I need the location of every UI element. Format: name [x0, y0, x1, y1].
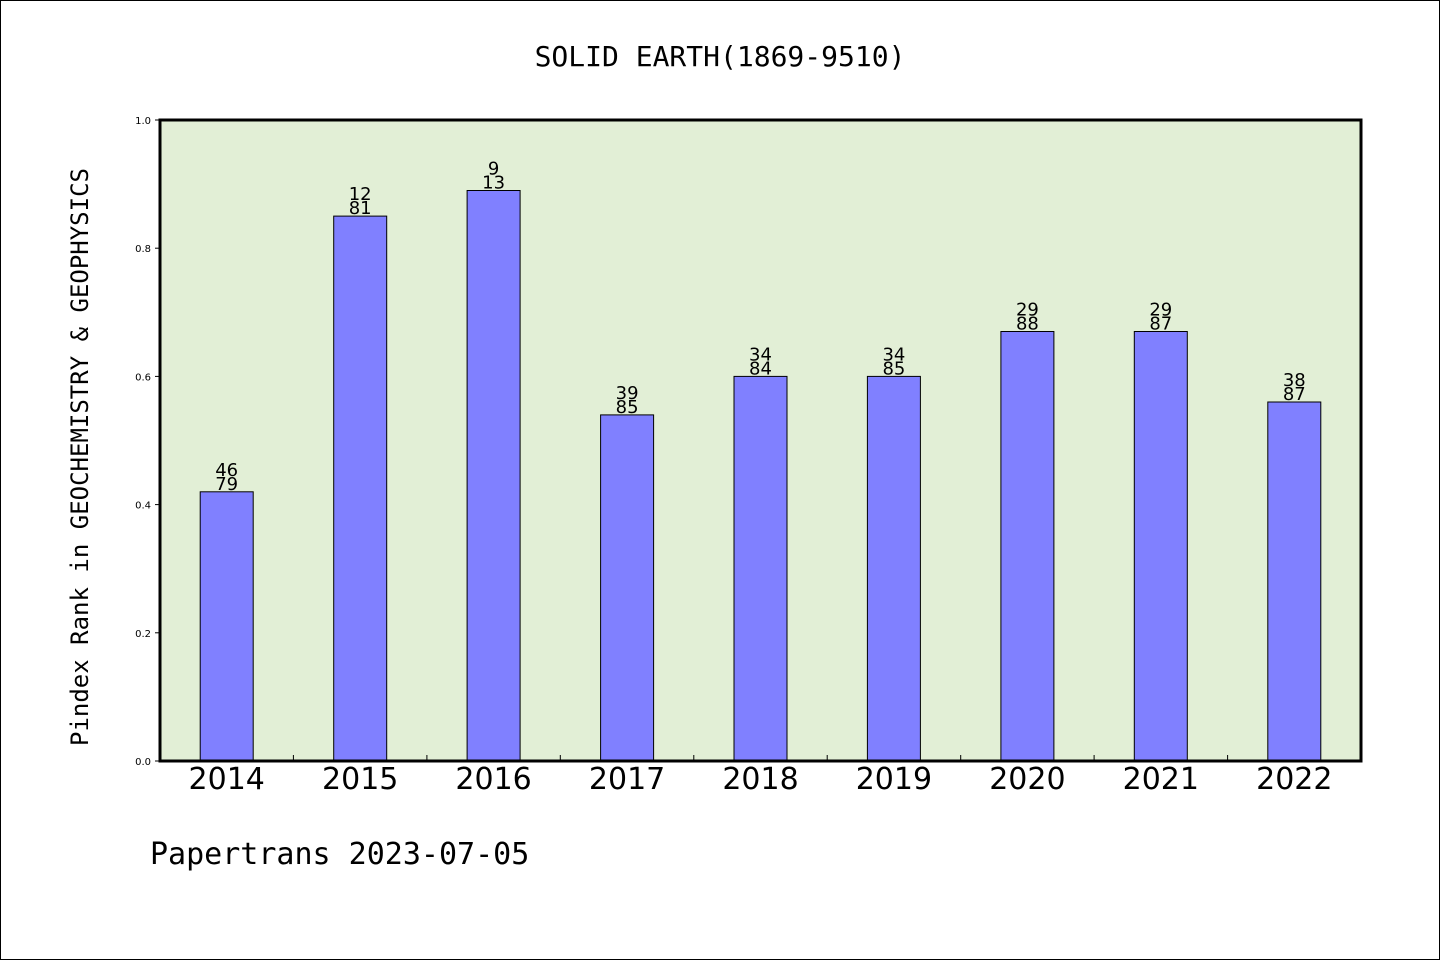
bar-label-bottom: 85	[882, 358, 905, 379]
bar-label-bottom: 88	[1016, 314, 1039, 335]
x-tick-label: 2020	[989, 762, 1065, 797]
x-tick-label: 2022	[1256, 762, 1332, 797]
bar	[733, 375, 788, 762]
footer-credit: Papertrans 2023-07-05	[150, 837, 529, 872]
x-tick-label: 2016	[455, 762, 531, 797]
y-tick-label: 0.6	[135, 372, 151, 383]
bar-label-bottom: 79	[215, 474, 238, 495]
x-tick-label: 2021	[1123, 762, 1199, 797]
x-tick-label: 2019	[856, 762, 932, 797]
bar-label-top: 29	[1016, 300, 1039, 321]
bar-label-bottom: 81	[349, 198, 372, 219]
y-tick-label: 0.8	[135, 244, 151, 255]
bar-label-top: 34	[749, 344, 772, 365]
bar-label-bottom: 87	[1149, 314, 1172, 335]
plot-border	[158, 118, 1363, 763]
bar	[866, 375, 921, 762]
bar-label-top: 46	[215, 460, 238, 481]
bar-label-top: 9	[488, 159, 499, 180]
x-tick-label: 2018	[722, 762, 798, 797]
bar-label-bottom: 13	[482, 173, 505, 194]
y-axis: 0.0 0.2 0.4 0.6 0.8 1.0	[135, 116, 160, 768]
x-tick-label: 2015	[322, 762, 398, 797]
bar-label-top: 38	[1283, 370, 1306, 391]
bar	[1133, 331, 1188, 762]
y-tick-label: 0.2	[135, 629, 151, 640]
x-tick-label: 2014	[189, 762, 265, 797]
bar-label-top: 39	[616, 383, 639, 404]
y-tick-label: 0.0	[135, 757, 151, 768]
x-axis: 2014 2015 2016 2017 2018 2019 2020 2021 2022	[189, 755, 1332, 797]
y-tick-label: 0.4	[135, 501, 151, 512]
y-axis-label: Pindex Rank in GEOCHEMISTRY & GEOPHYSICS	[66, 168, 94, 746]
bar-label-bottom: 84	[749, 358, 772, 379]
bar-label-top: 29	[1149, 300, 1172, 321]
bars-group	[199, 190, 1322, 762]
bar-label-top: 34	[882, 344, 905, 365]
bar	[1267, 401, 1322, 762]
bar	[600, 414, 655, 762]
bar	[333, 215, 388, 762]
bar	[1000, 331, 1055, 762]
bar-label-bottom: 85	[616, 397, 639, 418]
bar-label-top: 12	[349, 184, 372, 205]
x-tick-label: 2017	[589, 762, 665, 797]
bar	[466, 190, 521, 762]
chart-title: SOLID EARTH(1869-9510)	[535, 40, 906, 73]
bar	[199, 491, 254, 762]
y-tick-label: 1.0	[135, 116, 151, 127]
bar-label-bottom: 87	[1283, 384, 1306, 405]
